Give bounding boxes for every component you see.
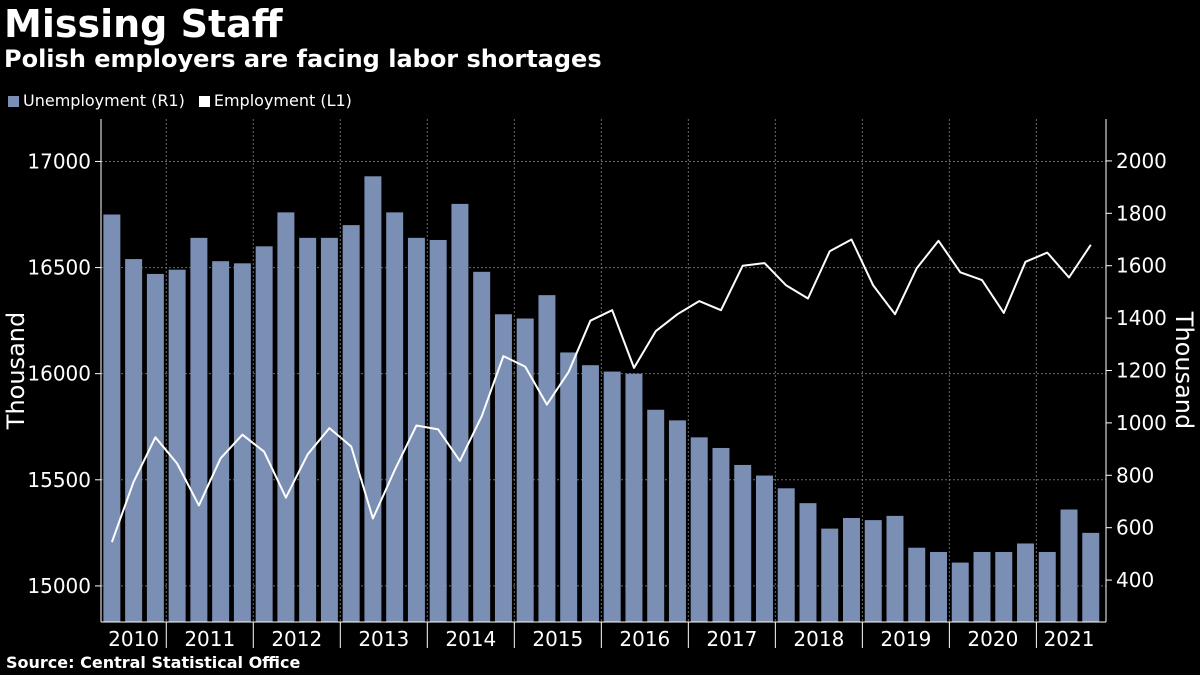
unemployment-bars (103, 176, 1100, 623)
unemployment-bar (342, 225, 360, 622)
axes: 15000 15500 16000 16500 17000 400 600 800 1000 12… (2, 119, 1198, 651)
unemployment-bar (690, 437, 708, 622)
unemployment-bar (668, 420, 686, 622)
x-tick-label: 2020 (967, 627, 1018, 651)
x-tick-label: 2014 (445, 627, 496, 651)
right-tick-label: 1200 (1116, 359, 1167, 383)
unemployment-bar (255, 246, 273, 622)
unemployment-bar (647, 409, 665, 622)
unemployment-bar (581, 365, 599, 622)
unemployment-bar (364, 176, 382, 622)
legend-item-unemployment: Unemployment (R1) (8, 90, 185, 112)
x-tick-label: 2017 (706, 627, 757, 651)
unemployment-bar (560, 352, 578, 622)
unemployment-bar (233, 263, 251, 622)
x-tick-label: 2019 (880, 627, 931, 651)
legend-item-employment: Employment (L1) (198, 90, 352, 112)
right-tick-label: 1800 (1116, 201, 1167, 225)
unemployment-bar (299, 237, 317, 622)
unemployment-bar (930, 551, 947, 622)
x-tick-label: 2021 (1044, 627, 1095, 651)
unemployment-bar (103, 214, 121, 622)
left-tick-label: 17000 (27, 149, 91, 173)
chart-subtitle: Polish employers are facing labor shorta… (4, 45, 602, 73)
unemployment-bar (277, 212, 295, 622)
unemployment-bar (168, 269, 186, 622)
legend: Unemployment (R1) Employment (L1) (8, 90, 352, 112)
unemployment-bar (516, 318, 534, 622)
unemployment-bar (190, 237, 208, 622)
unemployment-bar (125, 259, 143, 622)
unemployment-bar (212, 261, 230, 622)
x-tick-label: 2016 (619, 627, 670, 651)
unemployment-bar (473, 271, 491, 622)
x-tick-label: 2018 (793, 627, 844, 651)
unemployment-bar (320, 237, 338, 622)
right-tick-label: 2000 (1116, 149, 1167, 173)
x-tick-label: 2015 (532, 627, 583, 651)
x-tick-label: 2013 (358, 627, 409, 651)
grid-lines (101, 119, 1106, 622)
chart-title: Missing Staff (4, 2, 283, 46)
unemployment-bar (494, 314, 512, 622)
unemployment-bar (538, 295, 556, 622)
unemployment-bar (995, 551, 1013, 622)
unemployment-bar (734, 464, 752, 622)
unemployment-bar (908, 547, 926, 622)
x-tick-label: 2011 (184, 627, 235, 651)
unemployment-bar (407, 237, 425, 622)
left-axis-title: Thousand (2, 312, 30, 430)
unemployment-bar (146, 273, 164, 622)
legend-swatch-employment (198, 95, 210, 107)
unemployment-bar (886, 515, 904, 622)
unemployment-bar (712, 447, 730, 622)
unemployment-bar (973, 551, 991, 622)
right-tick-label: 600 (1116, 516, 1154, 540)
right-tick-label: 800 (1116, 463, 1154, 487)
unemployment-bar (951, 562, 969, 622)
right-axis-title: Thousand (1170, 311, 1198, 429)
right-tick-label: 400 (1116, 568, 1154, 592)
employment-line-group (110, 238, 1092, 543)
unemployment-bar (864, 520, 882, 622)
left-tick-label: 15500 (27, 468, 91, 492)
legend-label-employment: Employment (L1) (213, 91, 352, 110)
unemployment-bar (821, 528, 839, 622)
right-tick-label: 1000 (1116, 411, 1167, 435)
x-tick-label: 2012 (271, 627, 322, 651)
unemployment-bar (603, 371, 621, 622)
legend-label-unemployment: Unemployment (R1) (23, 91, 185, 110)
unemployment-bar (799, 503, 817, 622)
unemployment-bar (386, 212, 404, 622)
unemployment-bar (1060, 509, 1078, 622)
unemployment-bar (1017, 543, 1034, 622)
unemployment-bar (755, 475, 773, 622)
left-tick-label: 15000 (27, 574, 91, 598)
source-note: Source: Central Statistical Office (6, 653, 301, 672)
unemployment-bar (451, 203, 469, 622)
unemployment-bar (1038, 551, 1056, 622)
right-tick-label: 1400 (1116, 306, 1167, 330)
left-tick-label: 16500 (27, 256, 91, 280)
unemployment-bar (625, 373, 643, 622)
left-tick-label: 16000 (27, 362, 91, 386)
employment-line (110, 238, 1092, 543)
legend-swatch-unemployment (8, 95, 19, 107)
unemployment-bar (843, 518, 860, 622)
unemployment-bar (777, 488, 795, 622)
unemployment-bar (1082, 532, 1100, 622)
right-tick-label: 1600 (1116, 254, 1167, 278)
x-tick-label: 2010 (108, 627, 159, 651)
